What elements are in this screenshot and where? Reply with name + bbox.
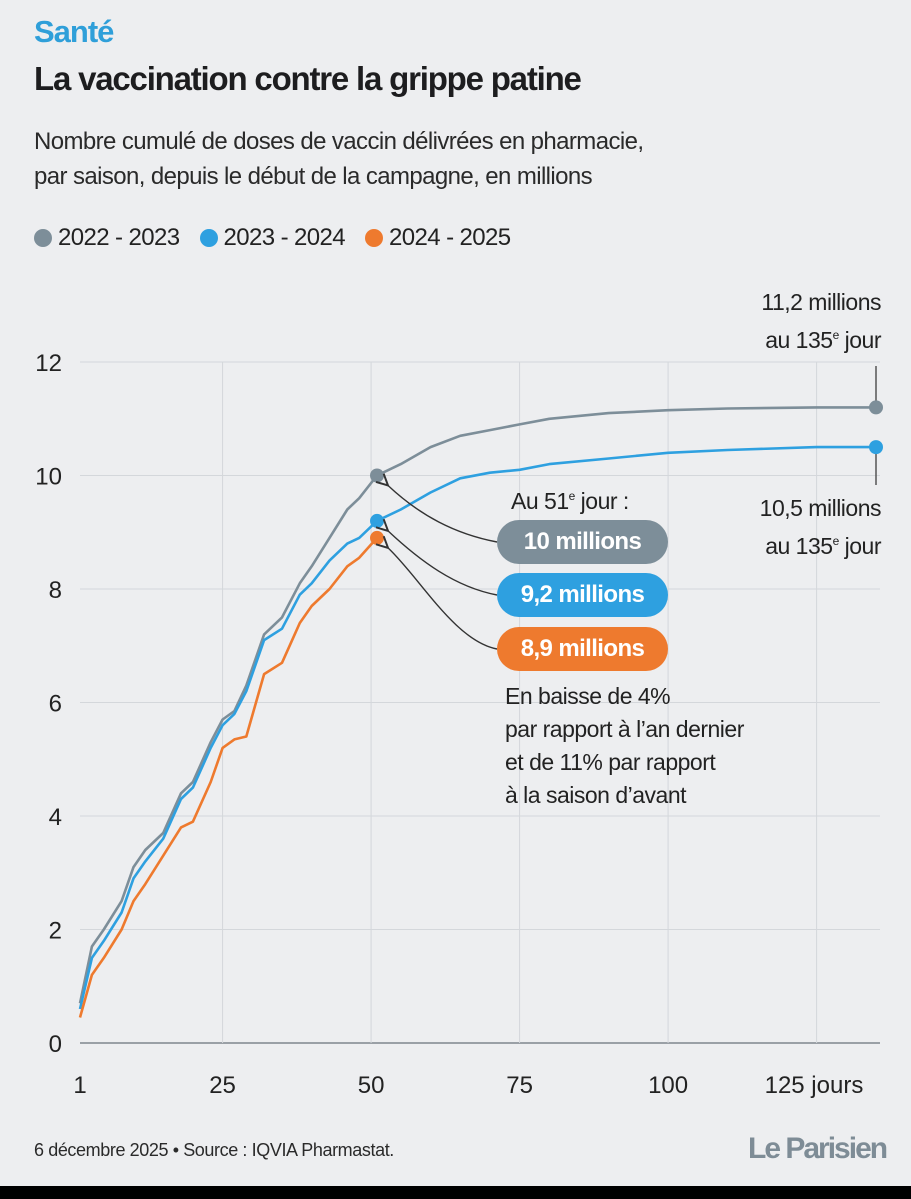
annotation-value: 11,2 millions [761,289,881,315]
legend-label: 2024 - 2025 [389,224,511,251]
y-tick-label: 10 [35,464,62,491]
annotation-value: 10,5 millions [759,495,882,521]
legend: 2022 - 2023 2023 - 2024 2024 - 2025 [34,224,511,252]
legend-item-2022: 2022 - 2023 [34,224,180,252]
x-tick-label: 1 [73,1072,86,1099]
highlight-point [370,468,385,483]
page-title: La vaccination contre la grippe patine [34,60,582,97]
y-tick-label: 8 [49,577,62,604]
pill-2024-value: 8,9 millions [497,627,668,671]
annotation-sup: e [568,489,576,503]
x-tick-label: 25 [209,1072,236,1099]
legend-item-2024: 2024 - 2025 [365,224,511,252]
series-line-2023-2024 [78,445,876,1010]
note-line: En baisse de 4% [505,683,671,709]
annotation-day51-heading: Au 51e jour : [511,480,629,518]
bottom-bar [0,1186,911,1199]
annotation-sup: e [832,534,840,548]
legend-label: 2022 - 2023 [58,224,180,251]
annotation-text: au 135 [765,533,833,559]
annotation-text: jour : [574,488,630,514]
annotation-text: Au 51 [511,488,569,514]
legend-label: 2023 - 2024 [223,224,346,251]
pill-2023-value: 9,2 millions [497,573,668,617]
y-tick-label: 0 [49,1031,62,1058]
annotation-sup: e [832,328,840,342]
note-line: à la saison d’avant [505,782,687,808]
x-tick-label: 75 [506,1072,533,1099]
subtitle-line-1: Nombre cumulé de doses de vaccin délivré… [34,128,644,155]
annotation-2023-end: 10,5 millions au 135e jour [759,492,882,563]
highlight-point [869,440,883,455]
annotation-text: jour [838,533,882,559]
annotation-arrow [388,548,498,650]
highlight-point [869,400,883,415]
legend-dot-icon [365,229,384,247]
annotation-note: En baisse de 4% par rapport à l’an derni… [505,680,744,812]
series-line-2022-2023 [78,406,876,1004]
y-tick-label: 6 [49,691,62,718]
annotation-2022-end: 11,2 millions au 135e jour [761,286,881,357]
highlight-point [370,513,385,528]
legend-dot-icon [199,229,218,247]
annotation-text: au 135 [765,327,833,353]
source-footer: 6 décembre 2025 • Source : IQVIA Pharmas… [34,1140,394,1160]
legend-dot-icon [34,229,52,247]
series-line-2024-2025 [78,537,378,1018]
x-tick-label: 50 [358,1072,385,1099]
subtitle-line-2: par saison, depuis le début de la campag… [34,163,593,190]
pill-2022-value: 10 millions [497,520,668,564]
annotation-text: jour [838,327,882,353]
le-parisien-logo: Le Parisien [748,1132,888,1165]
note-line: et de 11% par rapport [505,749,716,775]
y-tick-label: 12 [35,350,62,377]
y-tick-label: 2 [49,918,62,945]
annotation-arrow [388,486,498,543]
legend-item-2023: 2023 - 2024 [199,224,346,252]
section-rubric: Santé [34,14,114,49]
annotation-arrow [388,531,498,596]
highlight-point [370,530,385,545]
note-line: par rapport à l’an dernier [505,716,744,742]
x-tick-label: 125 jours [765,1072,864,1099]
y-tick-label: 4 [49,804,62,831]
x-tick-label: 100 [648,1072,688,1099]
